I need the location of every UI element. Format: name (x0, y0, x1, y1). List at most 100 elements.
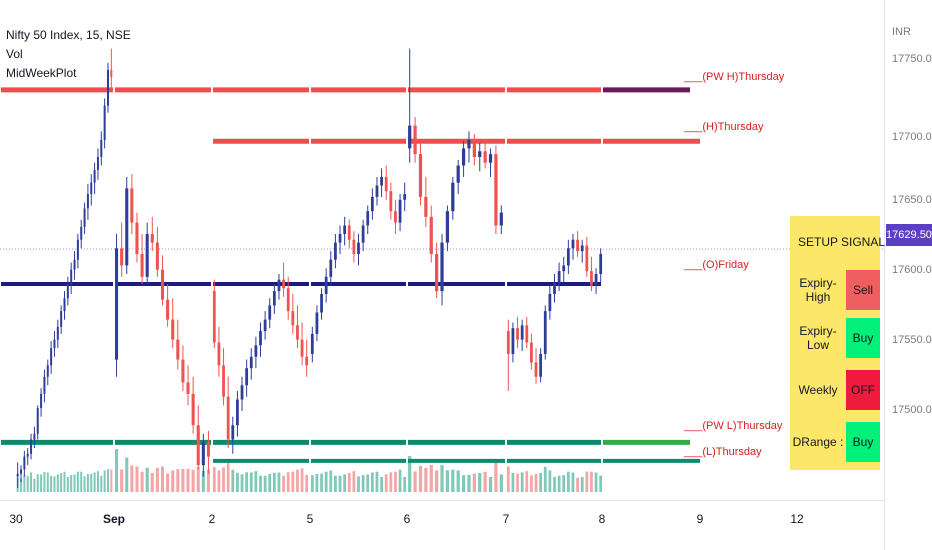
volume-bar (76, 471, 79, 492)
signal-cell: Buy (846, 318, 880, 358)
setup-cell: Weekly (798, 383, 838, 397)
volume-bar (516, 473, 519, 492)
volume-bar (543, 466, 547, 492)
volume-bar (389, 472, 393, 492)
candle-body (413, 125, 417, 155)
symbol-title[interactable]: Nifty 50 Index, 15, NSE (6, 28, 131, 42)
volume-bar (130, 465, 134, 492)
candle-body (534, 362, 538, 377)
candle-body (201, 442, 205, 466)
candle-body (520, 325, 524, 340)
y-tick-label: 17650.00 (892, 194, 932, 206)
volume-bar (110, 469, 113, 492)
candle-body (63, 298, 66, 312)
candle-body (106, 69, 109, 106)
volume-bar (140, 471, 144, 492)
volume-bar (125, 457, 129, 492)
candle-body (70, 269, 73, 284)
candle-body (461, 148, 466, 166)
setup-header: SETUP (797, 235, 838, 249)
volume-bar (590, 471, 593, 492)
signal-cell: OFF (846, 370, 880, 410)
volume-bar (245, 472, 249, 492)
volume-bar (315, 473, 319, 492)
candle-body (467, 139, 471, 149)
x-tick-label: 12 (790, 512, 804, 526)
candle-body (445, 211, 450, 243)
volume-bar (310, 475, 314, 492)
volume-bar (171, 470, 175, 492)
volume-bar (93, 472, 96, 492)
candle-body (145, 234, 149, 277)
candle-body (43, 376, 46, 394)
volume-bar (60, 473, 63, 492)
candle-body (160, 269, 165, 300)
volume-bar (80, 471, 83, 492)
candle-body (478, 151, 482, 157)
candles (16, 48, 603, 489)
pw-high-label: ___(PW H)Thursday (684, 71, 785, 83)
volume-bar (26, 475, 29, 492)
candle-body (506, 331, 510, 354)
volume-bar (413, 471, 417, 492)
volume-indicator-label[interactable]: Vol (6, 47, 23, 61)
currency-label[interactable]: INR (892, 26, 911, 38)
volume-bar (506, 466, 510, 492)
volume-bar (86, 473, 89, 492)
candle-body (86, 194, 89, 209)
volume-bar (63, 471, 66, 492)
candle-body (155, 242, 159, 270)
candle-body (543, 311, 547, 354)
volume-bar (472, 473, 476, 492)
candle-body (320, 293, 323, 313)
candle-body (403, 194, 407, 200)
candle-body (548, 293, 552, 312)
candle-body (310, 333, 314, 354)
signal-header: SIGNAL (841, 235, 886, 249)
candle-body (249, 356, 253, 369)
signal-cell: Sell (846, 270, 880, 310)
candle-body (16, 473, 19, 477)
volume-bar (176, 469, 180, 492)
signal-table-header: SETUP SIGNAL (790, 220, 886, 264)
volume-bar (494, 461, 498, 492)
volume-bar (429, 464, 433, 492)
volume-bar (566, 471, 570, 492)
volume-bar (100, 475, 103, 492)
candle-body (394, 211, 397, 223)
candle-body (277, 279, 281, 292)
volume-bar (90, 473, 93, 492)
volume-bar (53, 476, 56, 492)
candle-body (483, 151, 487, 163)
candle-body (263, 319, 267, 332)
candle-body (343, 225, 347, 235)
candle-body (338, 234, 342, 243)
volume-bar (43, 472, 46, 492)
candle-body (100, 139, 103, 157)
candle-body (135, 222, 139, 255)
volume-bar (40, 474, 43, 492)
candle-body (557, 271, 561, 283)
volume-bar (191, 470, 195, 492)
volume-bar (46, 472, 49, 492)
candle-body (357, 242, 360, 255)
candle-body (488, 154, 493, 163)
level-lines (0, 87, 884, 463)
candle-body (93, 169, 96, 183)
candle-body (408, 125, 412, 149)
candle-body (418, 154, 423, 197)
candle-body (494, 154, 498, 226)
volume-bar (456, 470, 460, 492)
volume-bar (467, 475, 471, 492)
candle-body (472, 139, 476, 157)
candle-body (150, 234, 154, 243)
midweekplot-indicator-label[interactable]: MidWeekPlot (6, 66, 77, 80)
candle-body (562, 265, 566, 272)
candle-body (566, 248, 570, 266)
price-scale-border (884, 0, 885, 550)
candle-body (456, 165, 460, 183)
volume-bar (226, 462, 230, 492)
candle-body (329, 259, 333, 277)
candle-body (73, 259, 76, 270)
